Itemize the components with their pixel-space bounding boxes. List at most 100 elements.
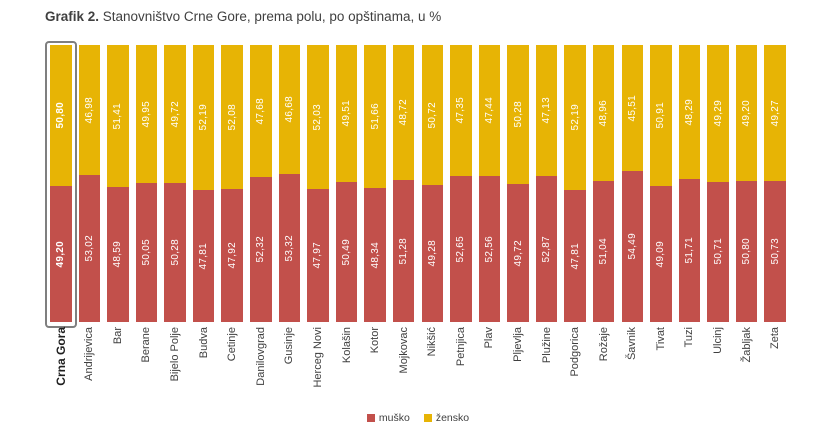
bar-segment-zensko: 49,95 [135,45,158,184]
x-axis-label: Cetinje [226,327,239,362]
bar-column: 46,98 53,02 [78,45,101,322]
bar-column: 47,44 52,56 [478,45,501,322]
x-axis-label: Rožaje [597,327,610,362]
x-axis-label-cell: Zeta [764,327,786,407]
bar-value-label-musko: 52,56 [483,235,495,263]
x-axis-label: Crna Gora [53,327,68,386]
bar-column: 50,80 49,20 [45,41,77,328]
bar-value-label-musko: 47,81 [198,242,210,270]
x-axis-label-cell: Kolašin [336,327,358,407]
chart-legend: muško žensko [50,412,786,424]
bar-segment-musko: 50,05 [135,183,158,322]
x-axis-label-cell: Ulcinj [707,327,729,407]
x-axis-label-cell: Danilovgrad [250,327,272,407]
bar-segment-zensko: 50,72 [421,45,444,186]
bar-segment-musko: 51,28 [392,179,415,322]
legend-item-zensko: žensko [423,412,470,424]
x-axis-label-cell: Žabljak [736,327,758,407]
plot-area: 50,80 49,20 46,98 53,02 51,41 48,59 49,95 50,05… [45,41,786,328]
bar-segment-musko: 53,02 [78,175,101,322]
bar-segment-zensko: 46,98 [78,45,101,176]
x-axis-label-cell: Tivat [650,327,672,407]
bar-value-label-zensko: 47,68 [255,97,267,125]
x-axis-label: Tivat [654,327,667,351]
chart-title: Grafik 2. Stanovništvo Crne Gore, prema … [45,9,441,24]
bar-segment-zensko: 46,68 [278,45,301,175]
x-axis-label: Bar [111,327,124,345]
x-axis-label-cell: Herceg Novi [307,327,329,407]
bar-value-label-musko: 52,32 [255,236,267,263]
bar-segment-zensko: 52,19 [564,45,586,190]
bar-value-label-zensko: 48,72 [398,99,410,126]
bar-segment-musko: 52,32 [250,177,272,322]
bar-value-label-zensko: 49,51 [341,100,353,127]
bar-segment-musko: 47,97 [307,189,329,322]
x-axis-label: Podgorica [569,327,582,377]
bar-value-label-zensko: 50,72 [426,101,438,129]
bar-value-label-musko: 52,65 [455,235,467,263]
bar-column: 49,29 50,71 [707,45,729,322]
x-axis-label-cell: Berane [136,327,158,407]
bar-column: 45,51 54,49 [621,45,644,322]
bar-column: 49,20 50,80 [735,45,758,322]
bar-value-label-zensko: 49,95 [140,100,152,128]
bar-column: 49,51 50,49 [335,45,358,322]
bar-segment-musko: 52,65 [450,176,472,322]
bar-segment-zensko: 49,51 [335,45,358,183]
bar-column: 47,13 52,87 [535,45,558,322]
bar-value-label-musko: 47,92 [226,242,238,269]
bar-column: 51,66 48,34 [364,45,386,322]
bar-column: 46,68 53,32 [278,45,301,322]
bar-value-label-musko: 50,73 [769,238,781,265]
bar-value-label-zensko: 46,98 [83,96,95,124]
bar-value-label-musko: 50,28 [169,239,181,266]
bar-value-label-zensko: 49,20 [741,99,753,127]
bar-value-label-musko: 53,02 [83,235,95,262]
bar-value-label-musko: 50,49 [341,238,353,266]
bar-value-label-zensko: 51,41 [112,102,124,130]
x-axis-label: Petnjica [454,327,467,367]
x-axis-label: Herceg Novi [311,327,324,388]
legend-item-musko: muško [366,412,410,424]
x-axis-label-cell: Gusinje [279,327,301,407]
chart-area: 50,80 49,20 46,98 53,02 51,41 48,59 49,95 50,05… [45,41,786,424]
x-axis-label: Zeta [769,327,782,350]
legend-label: žensko [435,412,470,424]
x-axis-label-cell: Budva [193,327,215,407]
bar-value-label-zensko: 50,91 [655,102,667,129]
bar-segment-musko: 53,32 [278,174,301,322]
x-axis-labels: Crna Gora Andrijevica Bar Berane Bijelo Polj… [50,327,786,407]
bar-segment-zensko: 49,27 [764,45,786,182]
bar-segment-zensko: 47,35 [450,45,472,177]
bar-value-label-zensko: 50,80 [55,102,67,129]
bar-value-label-zensko: 51,66 [369,103,381,130]
x-axis-label-cell: Rožaje [593,327,615,407]
chart-title-prefix: Grafik 2. [45,9,100,24]
bar-column: 49,72 50,28 [164,45,186,322]
x-axis-label-cell: Podgorica [564,327,586,407]
bar-segment-zensko: 50,28 [507,45,529,185]
bar-segment-musko: 49,20 [50,185,72,322]
bar-value-label-zensko: 47,13 [541,97,553,124]
x-axis-label: Pljevlja [512,327,524,362]
bar-segment-zensko: 51,41 [107,45,129,188]
bar-segment-zensko: 52,03 [307,45,329,190]
x-axis-label: Plužine [540,327,553,364]
bar-column: 49,95 50,05 [135,45,158,322]
x-axis-label-cell: Tuzi [679,327,701,407]
bar-segment-zensko: 45,51 [621,45,644,172]
x-axis-label: Budva [197,327,210,359]
bar-segment-musko: 49,09 [650,186,672,322]
x-axis-label: Mojkovac [397,327,410,374]
bar-segment-zensko: 52,19 [192,45,215,190]
bar-segment-musko: 52,56 [478,176,501,322]
bar-segment-musko: 47,92 [221,189,243,322]
x-axis-label: Gusinje [283,327,296,365]
bar-value-label-zensko: 48,96 [598,99,610,127]
bar-segment-zensko: 49,20 [735,45,758,182]
bar-value-label-zensko: 47,35 [455,97,467,124]
x-axis-label-cell: Crna Gora [50,327,72,407]
bar-segment-zensko: 47,68 [250,45,272,178]
x-axis-label: Nikšić [426,327,439,357]
